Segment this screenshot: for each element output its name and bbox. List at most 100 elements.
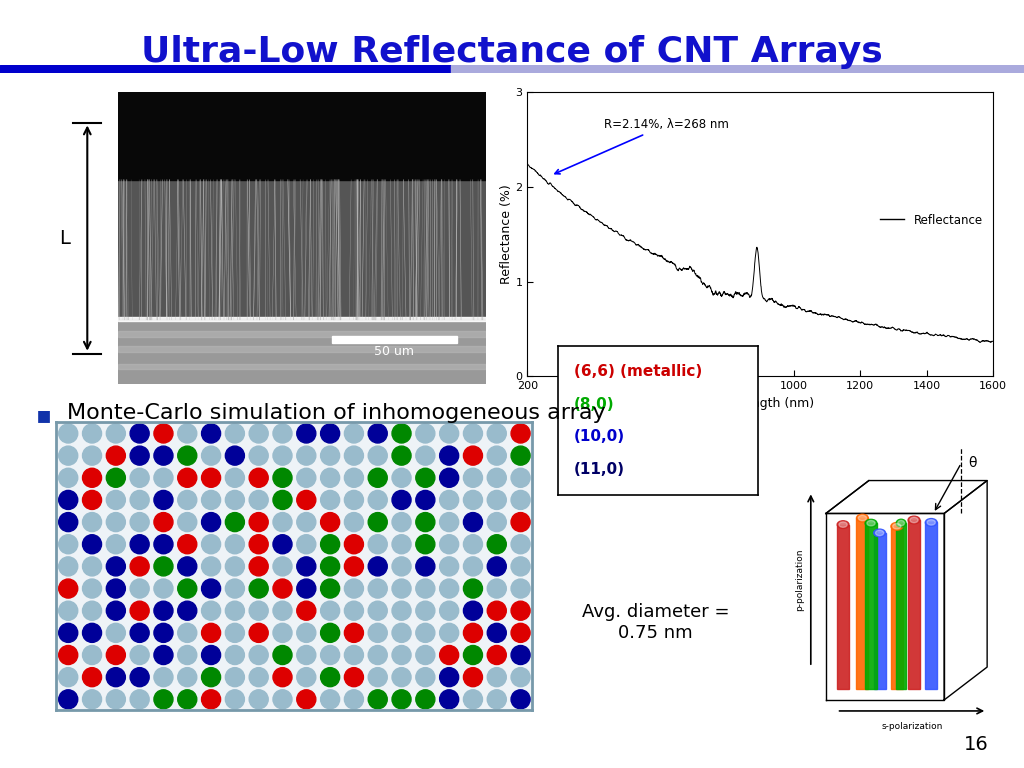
Ellipse shape — [249, 645, 268, 664]
Ellipse shape — [225, 512, 245, 531]
Ellipse shape — [464, 645, 482, 664]
Ellipse shape — [392, 446, 411, 465]
Ellipse shape — [416, 491, 435, 509]
Ellipse shape — [321, 535, 340, 554]
Ellipse shape — [297, 468, 315, 488]
Ellipse shape — [225, 468, 245, 488]
Ellipse shape — [106, 491, 125, 509]
Ellipse shape — [838, 521, 849, 528]
Ellipse shape — [273, 424, 292, 443]
Ellipse shape — [369, 468, 387, 488]
Ellipse shape — [297, 690, 315, 709]
Ellipse shape — [867, 521, 876, 526]
Ellipse shape — [178, 601, 197, 621]
Ellipse shape — [273, 579, 292, 598]
Ellipse shape — [154, 424, 173, 443]
Ellipse shape — [106, 667, 125, 687]
Ellipse shape — [487, 557, 506, 576]
Bar — [332, 336, 457, 343]
Ellipse shape — [58, 557, 78, 576]
Ellipse shape — [487, 690, 506, 709]
Ellipse shape — [178, 535, 197, 554]
Ellipse shape — [464, 667, 482, 687]
Ellipse shape — [344, 579, 364, 598]
Ellipse shape — [106, 579, 125, 598]
Ellipse shape — [202, 601, 220, 621]
Ellipse shape — [297, 491, 315, 509]
Ellipse shape — [392, 690, 411, 709]
Ellipse shape — [202, 579, 220, 598]
Ellipse shape — [439, 512, 459, 531]
Ellipse shape — [130, 645, 150, 664]
Ellipse shape — [154, 690, 173, 709]
Text: Ultra-Low Reflectance of CNT Arrays: Ultra-Low Reflectance of CNT Arrays — [141, 35, 883, 68]
Ellipse shape — [202, 645, 220, 664]
Ellipse shape — [464, 535, 482, 554]
Ellipse shape — [344, 690, 364, 709]
Ellipse shape — [202, 557, 220, 576]
Ellipse shape — [487, 579, 506, 598]
Ellipse shape — [511, 645, 530, 664]
Ellipse shape — [369, 601, 387, 621]
Ellipse shape — [297, 601, 315, 621]
Ellipse shape — [273, 690, 292, 709]
Bar — [873, 533, 886, 689]
Ellipse shape — [297, 446, 315, 465]
Ellipse shape — [511, 690, 530, 709]
Ellipse shape — [273, 667, 292, 687]
Ellipse shape — [58, 424, 78, 443]
Ellipse shape — [926, 518, 937, 526]
Ellipse shape — [106, 624, 125, 642]
Text: ▪: ▪ — [36, 403, 52, 427]
X-axis label: Wavelength (nm): Wavelength (nm) — [707, 397, 814, 410]
Ellipse shape — [154, 624, 173, 642]
Text: s-polarization: s-polarization — [882, 722, 942, 731]
Ellipse shape — [487, 491, 506, 509]
Ellipse shape — [249, 424, 268, 443]
Ellipse shape — [225, 601, 245, 621]
Ellipse shape — [154, 535, 173, 554]
Ellipse shape — [439, 468, 459, 488]
Ellipse shape — [130, 667, 150, 687]
Ellipse shape — [225, 667, 245, 687]
Ellipse shape — [106, 446, 125, 465]
Ellipse shape — [178, 579, 197, 598]
Ellipse shape — [58, 624, 78, 642]
Ellipse shape — [106, 468, 125, 488]
Ellipse shape — [83, 645, 101, 664]
Ellipse shape — [273, 535, 292, 554]
Ellipse shape — [202, 624, 220, 642]
Ellipse shape — [321, 446, 340, 465]
Ellipse shape — [130, 601, 150, 621]
Ellipse shape — [369, 645, 387, 664]
Bar — [865, 523, 877, 689]
Ellipse shape — [416, 645, 435, 664]
Ellipse shape — [392, 535, 411, 554]
Ellipse shape — [225, 535, 245, 554]
Ellipse shape — [511, 424, 530, 443]
Ellipse shape — [321, 512, 340, 531]
Ellipse shape — [58, 512, 78, 531]
Text: R=2.14%, λ=268 nm: R=2.14%, λ=268 nm — [555, 118, 729, 174]
Ellipse shape — [130, 491, 150, 509]
Ellipse shape — [154, 491, 173, 509]
Bar — [856, 518, 868, 689]
Ellipse shape — [106, 424, 125, 443]
Ellipse shape — [344, 645, 364, 664]
Ellipse shape — [369, 624, 387, 642]
Ellipse shape — [106, 645, 125, 664]
Ellipse shape — [439, 690, 459, 709]
Ellipse shape — [202, 468, 220, 488]
Bar — [118, 363, 486, 369]
Ellipse shape — [106, 535, 125, 554]
Ellipse shape — [344, 601, 364, 621]
Ellipse shape — [858, 515, 866, 521]
Ellipse shape — [178, 624, 197, 642]
Ellipse shape — [178, 557, 197, 576]
Ellipse shape — [321, 645, 340, 664]
Ellipse shape — [297, 624, 315, 642]
Ellipse shape — [83, 624, 101, 642]
Ellipse shape — [58, 690, 78, 709]
Text: L: L — [59, 229, 71, 247]
Ellipse shape — [58, 468, 78, 488]
